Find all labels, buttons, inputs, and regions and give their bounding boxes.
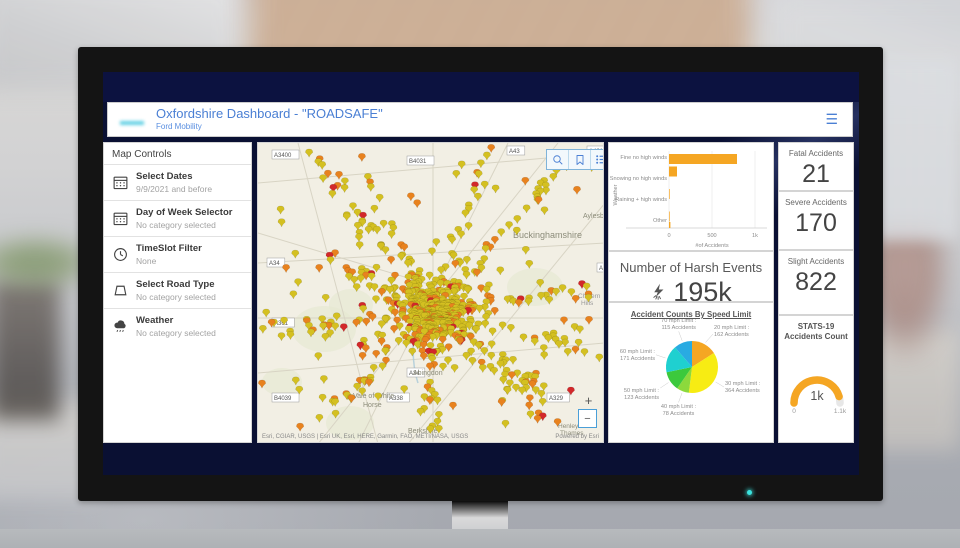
svg-text:60 mph Limit :: 60 mph Limit : — [620, 349, 656, 355]
svg-text:A418: A418 — [599, 266, 604, 272]
svg-text:Raining + high winds: Raining + high winds — [615, 197, 667, 203]
svg-text:Horse: Horse — [363, 402, 382, 409]
svg-text:Snowing no high winds: Snowing no high winds — [610, 176, 667, 182]
svg-text:70 mph Limit :: 70 mph Limit : — [661, 319, 697, 324]
svg-text:0: 0 — [792, 408, 796, 415]
svg-text:1.1k: 1.1k — [834, 408, 847, 415]
svg-text:1k: 1k — [810, 389, 824, 403]
svg-text:Fine no high winds: Fine no high winds — [620, 155, 667, 161]
svg-text:A3400: A3400 — [274, 153, 292, 159]
svg-text:162 Accidents: 162 Accidents — [714, 332, 749, 338]
svg-text:123 Accidents: 123 Accidents — [624, 395, 659, 401]
svg-text:B4031: B4031 — [409, 159, 427, 165]
svg-text:A329: A329 — [549, 396, 564, 402]
svg-text:364 Accidents: 364 Accidents — [725, 388, 760, 394]
svg-text:Aylesbury: Aylesbury — [583, 213, 604, 220]
svg-text:78 Accidents: 78 Accidents — [663, 411, 695, 417]
svg-text:Buckinghamshire: Buckinghamshire — [513, 230, 582, 240]
svg-text:50 mph Limit :: 50 mph Limit : — [624, 388, 660, 394]
svg-text:40 mph Limit :: 40 mph Limit : — [661, 404, 697, 410]
svg-text:1k: 1k — [752, 233, 758, 239]
svg-text:Other: Other — [653, 218, 667, 224]
svg-text:0: 0 — [667, 233, 670, 239]
svg-text:Hills: Hills — [581, 300, 594, 307]
svg-text:A43: A43 — [509, 149, 520, 155]
svg-text:A34: A34 — [269, 261, 280, 267]
svg-text:Vale of White: Vale of White — [353, 393, 394, 400]
svg-text:115 Accidents: 115 Accidents — [661, 325, 696, 331]
svg-text:20 mph Limit :: 20 mph Limit : — [714, 325, 750, 331]
svg-text:#of Accidents: #of Accidents — [695, 243, 728, 249]
svg-text:30 mph Limit :: 30 mph Limit : — [725, 381, 761, 387]
svg-text:500: 500 — [707, 233, 716, 239]
svg-text:Abingdon: Abingdon — [413, 370, 443, 377]
svg-text:171 Accidents: 171 Accidents — [620, 356, 655, 362]
svg-text:B4039: B4039 — [274, 396, 292, 402]
